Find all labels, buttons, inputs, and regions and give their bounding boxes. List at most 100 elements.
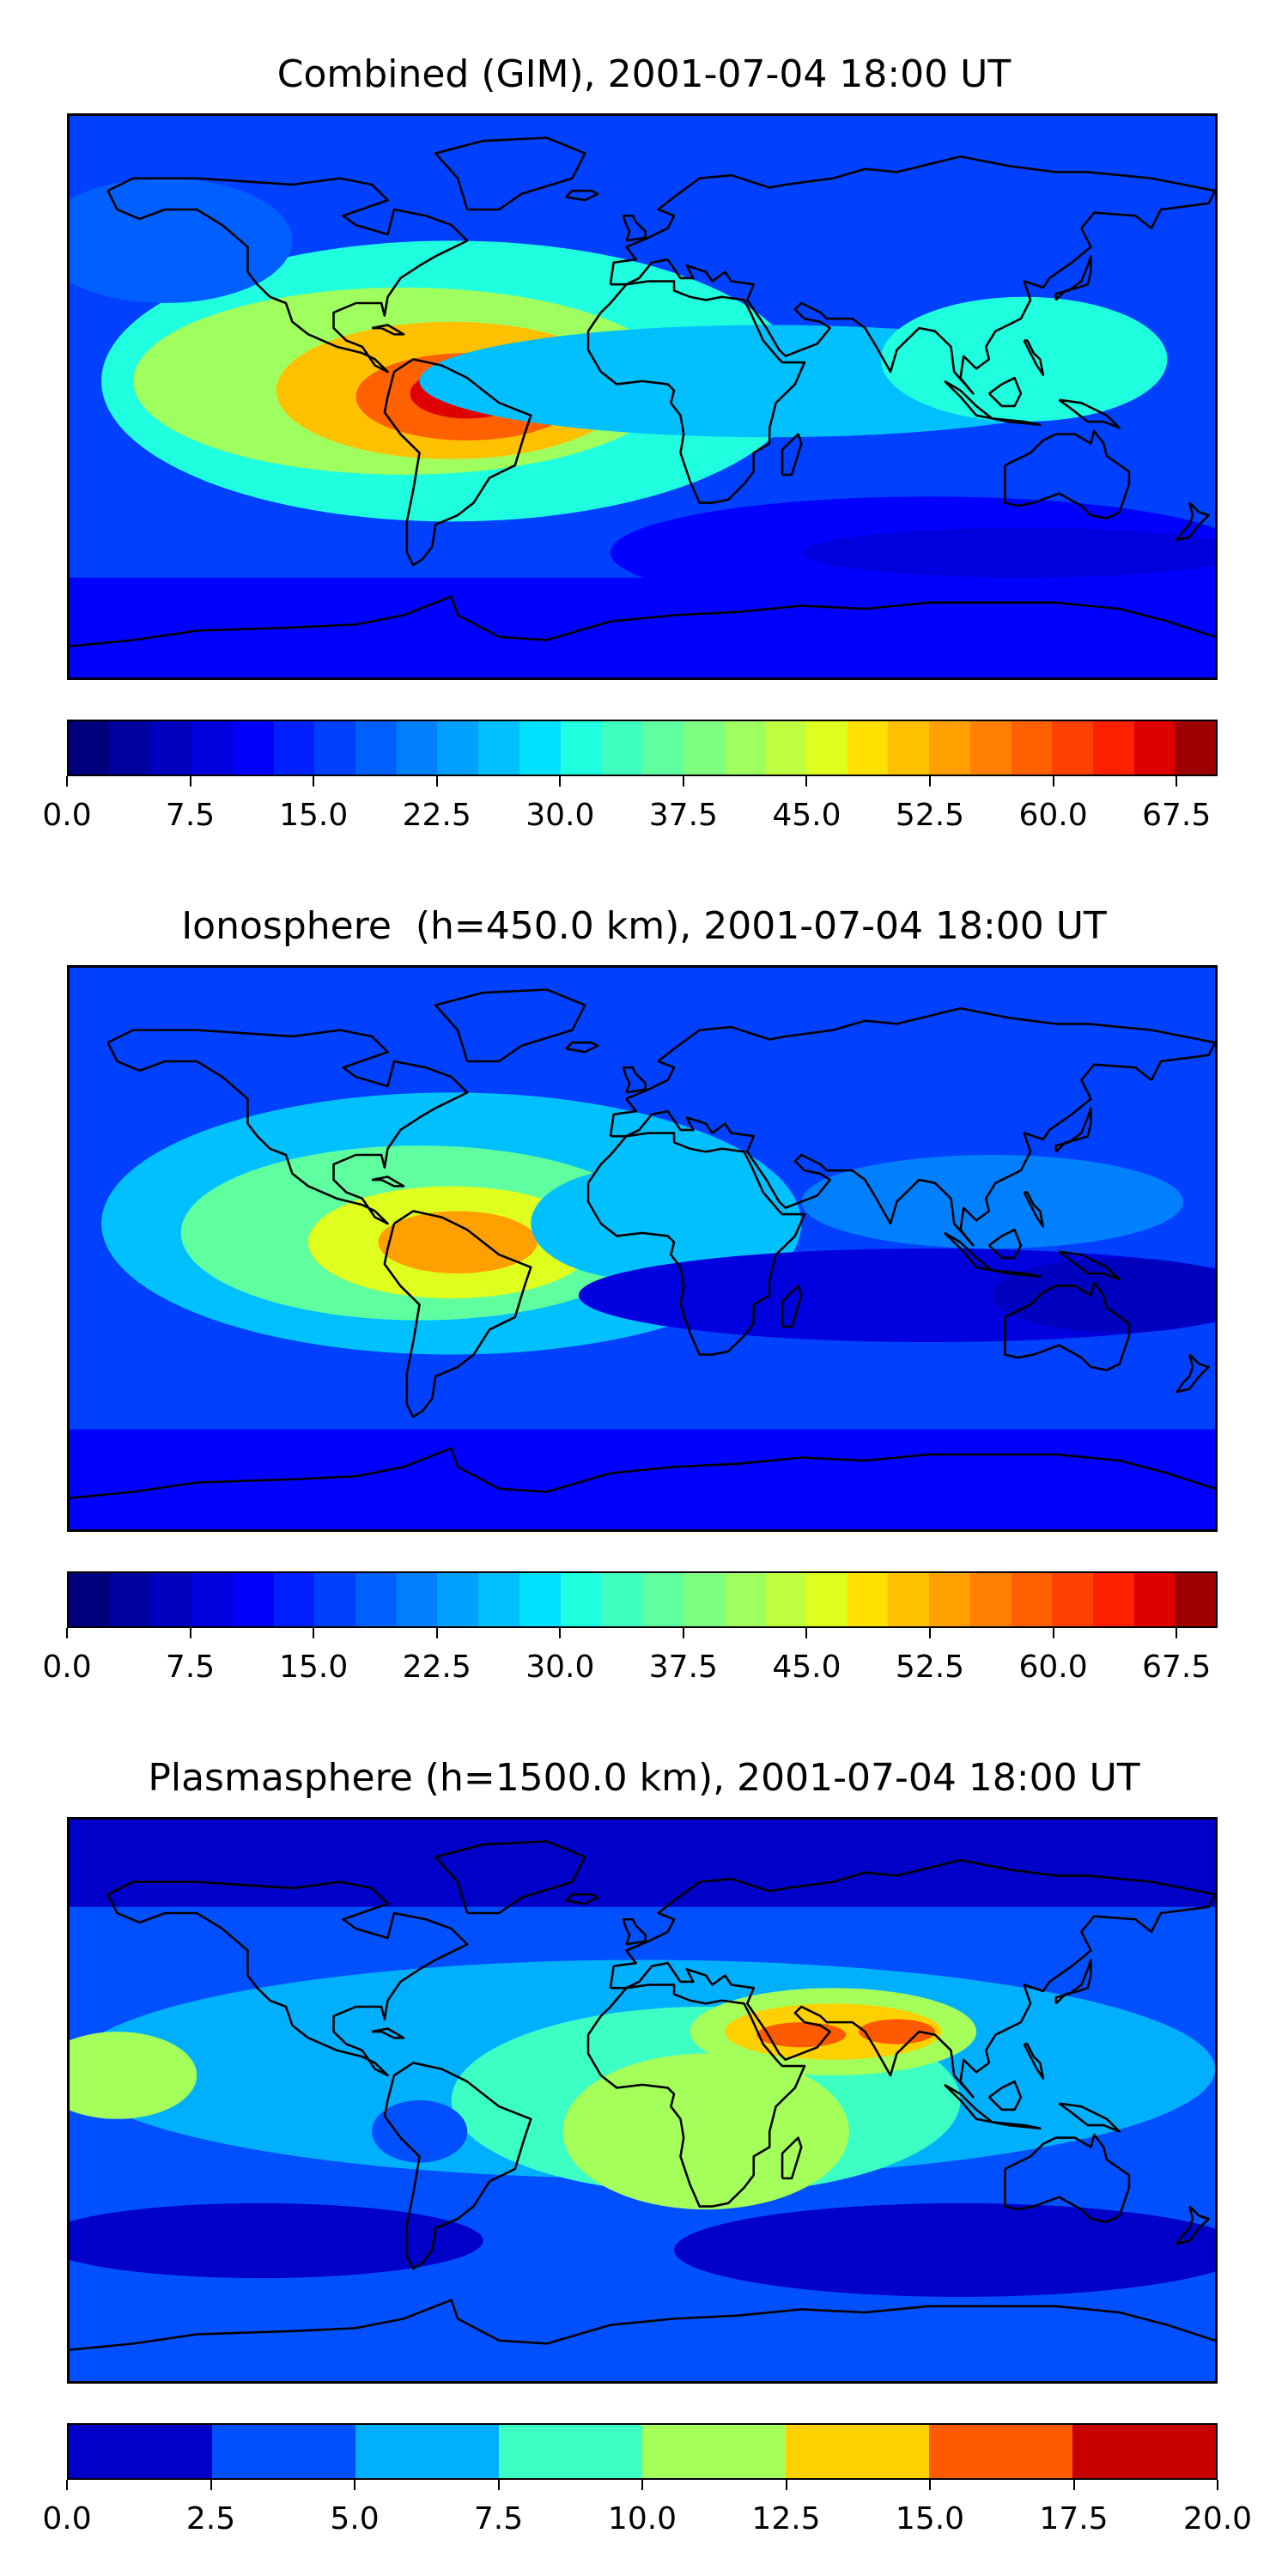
colorbar-tick-label: 7.5: [473, 2501, 524, 2537]
colorbar-segment: [150, 721, 192, 775]
coast-iceland: [565, 189, 599, 202]
colorbar-segment: [969, 1573, 1012, 1626]
colorbar-tick-label: 60.0: [1018, 798, 1088, 833]
colorbar-segment: [1052, 1573, 1093, 1626]
colorbar: [67, 2423, 1218, 2480]
coast-japan: [1054, 1959, 1092, 2005]
coast-new-guinea: [1058, 1250, 1121, 1281]
colorbar-tick: [66, 776, 68, 787]
coast-madagascar: [781, 433, 803, 477]
colorbar-segment: [437, 1573, 479, 1626]
coast-cuba: [371, 324, 405, 336]
colorbar-segment: [355, 1573, 397, 1626]
colorbar-tick: [66, 1628, 68, 1638]
field-contour-2: [562, 2053, 849, 2210]
colorbar-segment: [437, 721, 479, 775]
coast-uk: [622, 1917, 647, 1946]
field-band-north: [70, 1820, 1215, 1907]
colorbar-segment: [1072, 2425, 1216, 2478]
colorbar-tick-label: 60.0: [1018, 1649, 1088, 1685]
colorbar-tick-label: 67.5: [1142, 1649, 1212, 1685]
colorbar-tick: [313, 1628, 315, 1638]
coast-madagascar: [781, 2136, 803, 2180]
colorbar-tick: [559, 776, 562, 787]
coast-eurasia: [609, 155, 1215, 395]
colorbar: [67, 720, 1218, 776]
field-contour-4: [531, 1167, 754, 1280]
colorbar-tick-label: 7.5: [165, 798, 216, 833]
colorbar-tick: [929, 1628, 931, 1638]
colorbar-tick: [354, 2480, 355, 2490]
colorbar-segment: [601, 721, 643, 775]
colorbar-segment: [232, 721, 274, 775]
field-contour-5: [801, 1155, 1183, 1249]
colorbar-segment: [150, 1573, 192, 1626]
colorbar-segment: [396, 721, 438, 775]
colorbar-tick: [435, 1628, 438, 1638]
colorbar-segment: [888, 1573, 930, 1626]
colorbar-segment: [212, 2425, 355, 2478]
colorbar-tick: [313, 776, 315, 787]
colorbar-tick-label: 17.5: [1039, 2501, 1109, 2537]
coast-borneo: [987, 1228, 1023, 1260]
colorbar-tick: [929, 2480, 931, 2490]
colorbar-tick-label: 22.5: [402, 1649, 471, 1685]
coast-iceland: [565, 1893, 599, 1905]
coast-uk: [622, 1066, 647, 1094]
colorbar-segment: [109, 721, 151, 775]
field-contour-8: [372, 2100, 468, 2163]
colorbar-tick-label: 10.0: [607, 2501, 677, 2537]
coast-japan: [1054, 255, 1092, 301]
colorbar-tick-label: 45.0: [772, 798, 841, 833]
colorbar-segment: [519, 721, 561, 775]
colorbar-segment: [683, 1573, 725, 1626]
colorbar-tick-label: 30.0: [526, 1649, 595, 1685]
coast-greenland: [434, 1840, 586, 1915]
colorbar-segment: [683, 721, 725, 775]
coast-new-zealand: [1176, 501, 1210, 542]
coast-madagascar: [781, 1285, 803, 1328]
colorbar-segment: [314, 1573, 356, 1626]
colorbar-tick-label: 2.5: [185, 2501, 236, 2537]
colorbar-tick: [189, 1628, 191, 1638]
colorbar-segment: [1011, 721, 1053, 775]
coast-greenland: [434, 988, 586, 1063]
colorbar-tick: [210, 2480, 212, 2490]
colorbar-tick-label: 5.0: [330, 2501, 380, 2537]
field-band-north: [70, 116, 1215, 204]
coast-greenland: [434, 137, 586, 211]
coast-uk: [622, 214, 647, 242]
coast-new-guinea: [1058, 2102, 1121, 2133]
colorbar-tick: [1072, 2480, 1075, 2490]
coast-africa: [586, 280, 806, 504]
colorbar-segment: [601, 1573, 643, 1626]
colorbar-segment: [642, 2425, 786, 2478]
colorbar-segment: [765, 721, 806, 775]
colorbar-tick: [1176, 776, 1178, 787]
coast-indonesia: [944, 1231, 1042, 1278]
field-contour-3: [70, 2032, 197, 2119]
map-plot-area: [67, 965, 1218, 1532]
colorbar-tick-label: 45.0: [772, 1649, 841, 1685]
colorbar-segment: [273, 1573, 315, 1626]
colorbar-tick: [1052, 776, 1054, 787]
colorbar-tick-label: 30.0: [526, 798, 595, 833]
colorbar-segment: [69, 1573, 110, 1626]
colorbar-segment: [519, 1573, 561, 1626]
colorbar-segment: [396, 1573, 438, 1626]
coast-australia: [1004, 1281, 1131, 1371]
coast-north-america: [106, 1029, 469, 1225]
colorbar-segment: [1175, 721, 1217, 775]
coast-south-america: [383, 1210, 532, 1419]
colorbar-segment: [478, 1573, 519, 1626]
panel-ionosphere: Ionosphere (h=450.0 km), 2001-07-04 18:0…: [0, 852, 1288, 1710]
coast-eurasia: [609, 1006, 1215, 1247]
colorbar-tick-label: 15.0: [895, 2501, 965, 2537]
coast-north-america: [106, 1880, 469, 2077]
colorbar-segment: [1011, 1573, 1053, 1626]
coast-indonesia: [944, 380, 1042, 426]
colorbar-tick: [435, 776, 438, 787]
colorbar-segment: [560, 1573, 602, 1626]
colorbar-tick: [929, 776, 931, 787]
coast-borneo: [987, 2080, 1023, 2111]
